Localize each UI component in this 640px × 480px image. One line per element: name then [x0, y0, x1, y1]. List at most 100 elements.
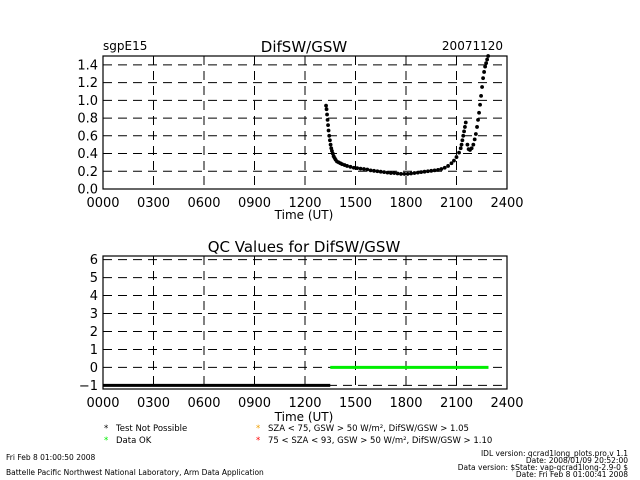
x-tick-label: 0900 [238, 196, 271, 211]
y-tick-label: 0 [90, 361, 98, 376]
data-point [481, 76, 485, 81]
data-point [465, 142, 470, 147]
data-point [462, 129, 466, 134]
legend-text: Test Not Possible [115, 424, 187, 434]
footer-lab: Battelle Pacific Northwest National Labo… [6, 468, 264, 477]
data-point [326, 123, 330, 128]
data-point [480, 85, 484, 89]
data-point [459, 142, 464, 147]
data-point [412, 171, 417, 175]
data-point [382, 170, 387, 175]
data-point [479, 94, 483, 98]
data-point [375, 169, 380, 174]
chart2-frame [102, 255, 508, 390]
data-point [469, 146, 474, 151]
y-tick-label: −1 [79, 379, 98, 394]
data-point [372, 168, 376, 173]
data-point [362, 167, 366, 171]
data-point [351, 165, 356, 170]
legend-text: 75 < SZA < 93, GSW > 50 W/m², DifSW/GSW … [268, 436, 492, 446]
y-tick-label: 0.4 [77, 147, 98, 162]
chart1-x-axis-label: Time (UT) [274, 208, 334, 222]
data-point [439, 167, 444, 171]
x-tick-label: 1800 [389, 196, 422, 211]
data-point [463, 120, 468, 125]
y-tick-label: 0.0 [77, 183, 98, 198]
data-point [458, 146, 463, 151]
y-tick-label: 1.4 [77, 58, 98, 73]
y-tick-label: 1 [90, 343, 98, 358]
data-point [409, 171, 413, 176]
y-tick-label: 0.2 [77, 165, 98, 180]
legend: * Test Not Possible * Data OK * SZA < 75… [104, 424, 492, 446]
data-point [405, 172, 410, 176]
data-point [326, 128, 331, 133]
data-point [477, 110, 481, 115]
y-tick-label: 6 [90, 253, 98, 268]
y-tick-label: 0.6 [77, 129, 98, 144]
chart1-plot [324, 54, 491, 176]
x-tick-label: 0600 [187, 396, 220, 411]
data-point [388, 171, 393, 175]
chart2-grid [103, 256, 507, 389]
data-point [452, 158, 456, 163]
footer-data-date: Date: Fri Feb 8 01:00:41 2008 [516, 470, 628, 479]
x-tick-label: 2400 [490, 396, 523, 411]
data-point [345, 164, 349, 168]
data-point [475, 125, 479, 129]
footer-data-version: Data version: $State: vap-qcrad1long-2.9… [458, 463, 628, 472]
data-point [483, 64, 488, 69]
chart1-frame [102, 55, 508, 190]
x-tick-label: 0000 [86, 196, 119, 211]
x-tick-label: 1200 [288, 396, 321, 411]
legend-marker: * [256, 424, 260, 434]
data-point [471, 142, 476, 147]
legend-item-test-not-possible: * Test Not Possible [104, 424, 187, 434]
data-point [454, 155, 459, 159]
y-tick-label: 1.2 [77, 76, 98, 91]
data-point [348, 164, 353, 169]
data-point [324, 107, 329, 112]
data-point [436, 168, 440, 172]
data-point [324, 103, 328, 108]
data-point [482, 70, 487, 74]
legend-item-sza-lt-75: * SZA < 75, GSW > 50 W/m², DifSW/GSW > 1… [256, 424, 469, 434]
chart2-title: QC Values for DifSW/GSW [208, 238, 401, 256]
footer-idl-version: IDL version: qcrad1long_plots.pro,v 1.1 [481, 449, 628, 458]
y-tick-label: 4 [90, 289, 98, 304]
legend-text: Data OK [116, 436, 152, 446]
data-point [355, 166, 360, 171]
y-tick-label: 3 [90, 307, 98, 322]
chart1-ticks: 0000 0300 0600 0900 1200 1500 1800 2100 2400 0.0 0… [77, 58, 523, 211]
data-point [399, 172, 403, 176]
x-tick-label: 0600 [187, 196, 220, 211]
x-tick-label: 1200 [288, 196, 321, 211]
data-point [402, 172, 407, 176]
x-tick-label: 0300 [137, 196, 170, 211]
data-point [392, 171, 397, 175]
y-tick-label: 0.8 [77, 112, 98, 127]
x-tick-label: 2400 [490, 196, 523, 211]
legend-marker: * [256, 436, 260, 446]
data-point [484, 61, 489, 65]
data-point [327, 133, 332, 138]
x-tick-label: 0000 [86, 396, 119, 411]
data-point [419, 170, 424, 175]
x-tick-label: 2100 [440, 196, 473, 211]
legend-marker: * [104, 436, 108, 446]
footer: Fri Feb 8 01:00:50 2008 Battelle Pacific… [6, 449, 628, 479]
data-point [422, 169, 427, 174]
data-point [485, 57, 490, 62]
data-point [457, 150, 461, 155]
data-point [358, 166, 363, 171]
data-point [325, 112, 329, 117]
y-tick-label: 2 [90, 325, 98, 340]
chart2-x-axis-label: Time (UT) [274, 410, 334, 424]
legend-item-sza-75-93: * 75 < SZA < 93, GSW > 50 W/m², DifSW/GS… [256, 436, 492, 446]
chart2-plot [103, 365, 489, 387]
data-point [476, 117, 480, 122]
x-tick-label: 1800 [389, 396, 422, 411]
data-point [385, 170, 390, 175]
data-point [328, 138, 332, 143]
